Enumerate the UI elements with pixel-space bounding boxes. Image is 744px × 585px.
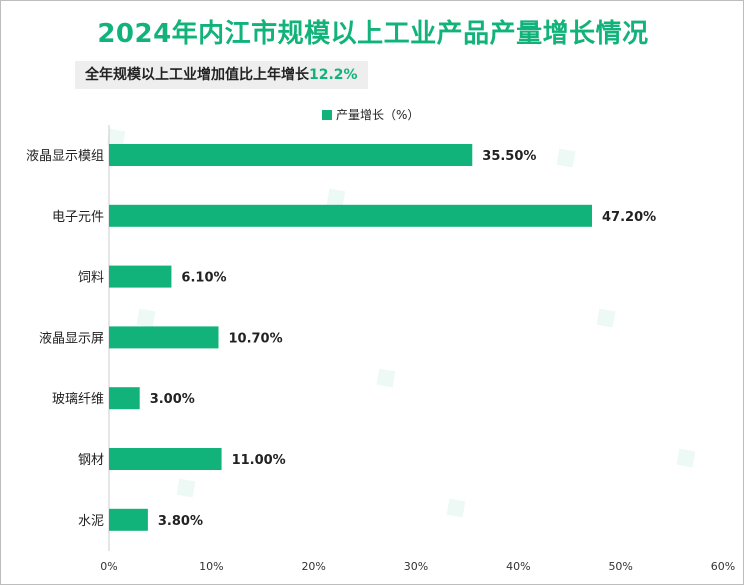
x-tick-labels: 0% 10% 20% 30% 40% 50% 60% <box>100 560 735 573</box>
data-label-6: 3.80% <box>158 514 203 529</box>
legend-label: 产量增长（%） <box>336 108 419 122</box>
chart-title: 2024年内江市规模以上工业产品产量增长情况 <box>97 19 649 49</box>
legend-swatch <box>322 110 332 120</box>
bars-group <box>109 144 593 531</box>
bar-5 <box>109 448 222 470</box>
subtitle-text: 全年规模以上工业增加值比上年增长 <box>85 67 309 83</box>
data-labels: 35.50% 47.20% 6.10% 10.70% 3.00% 11.00% 3.80% <box>150 149 656 529</box>
x-tick-label-4: 40% <box>506 560 530 573</box>
watermark-mark-4: ◆ <box>366 356 405 398</box>
x-tick-label-3: 30% <box>404 560 428 573</box>
bar-4 <box>109 387 140 410</box>
x-tick-label-5: 50% <box>608 560 632 573</box>
watermark-mark-5: ◆ <box>586 296 625 338</box>
bar-3 <box>109 326 219 349</box>
legend: 产量增长（%） <box>322 108 419 122</box>
data-label-3: 10.70% <box>228 331 282 346</box>
bar-1 <box>109 204 593 227</box>
subtitle-box: 全年规模以上工业增加值比上年增长12.2% <box>75 61 368 89</box>
category-label-3: 液晶显示屏 <box>39 331 104 346</box>
category-label-1: 电子元件 <box>52 210 104 225</box>
x-tick-label-2: 20% <box>301 560 325 573</box>
category-label-2: 饲料 <box>78 271 104 286</box>
bar-2 <box>109 265 172 288</box>
bar-6 <box>109 508 148 531</box>
watermark-mark-8: ◆ <box>666 436 705 478</box>
category-label-4: 玻璃纤维 <box>52 392 104 407</box>
watermark-mark-7: ◆ <box>436 486 475 528</box>
category-label-0: 液晶显示模组 <box>26 149 104 164</box>
data-label-4: 3.00% <box>150 392 195 407</box>
x-tick-label-1: 10% <box>199 560 223 573</box>
data-label-1: 47.20% <box>602 210 656 225</box>
watermark-mark-2: ◆ <box>546 136 585 178</box>
x-tick-label-6: 60% <box>711 560 735 573</box>
data-label-2: 6.10% <box>181 271 226 286</box>
subtitle-value: 12.2% <box>309 67 358 83</box>
data-label-0: 35.50% <box>482 149 536 164</box>
bar-0 <box>109 144 473 166</box>
category-label-6: 水泥 <box>78 514 104 529</box>
data-label-5: 11.00% <box>232 453 286 468</box>
watermark-mark-6: ◆ <box>166 466 205 508</box>
category-label-5: 钢材 <box>78 453 104 468</box>
x-tick-label-0: 0% <box>100 560 117 573</box>
